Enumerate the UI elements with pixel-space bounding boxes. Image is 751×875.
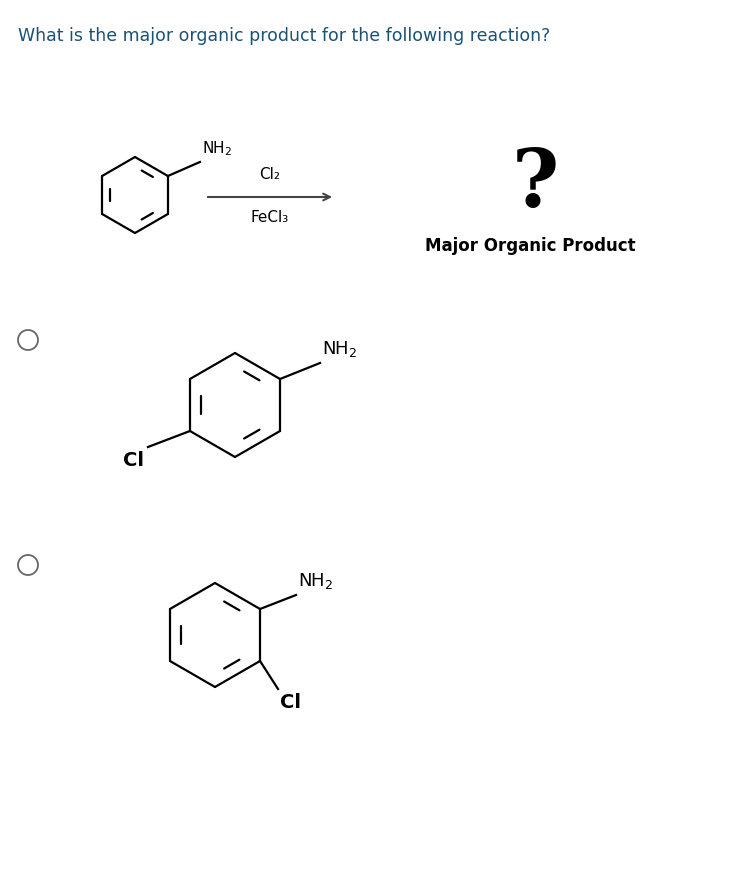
Text: What is the major organic product for the following reaction?: What is the major organic product for th… [18, 27, 550, 45]
Text: Cl: Cl [123, 451, 144, 470]
Text: Cl: Cl [280, 693, 301, 712]
Text: ?: ? [511, 146, 559, 224]
Text: Major Organic Product: Major Organic Product [424, 237, 635, 255]
Text: Cl₂: Cl₂ [260, 167, 281, 182]
Text: NH$_2$: NH$_2$ [202, 139, 232, 158]
Text: FeCl₃: FeCl₃ [251, 210, 289, 225]
Text: NH$_2$: NH$_2$ [298, 571, 333, 591]
Text: NH$_2$: NH$_2$ [322, 339, 357, 359]
